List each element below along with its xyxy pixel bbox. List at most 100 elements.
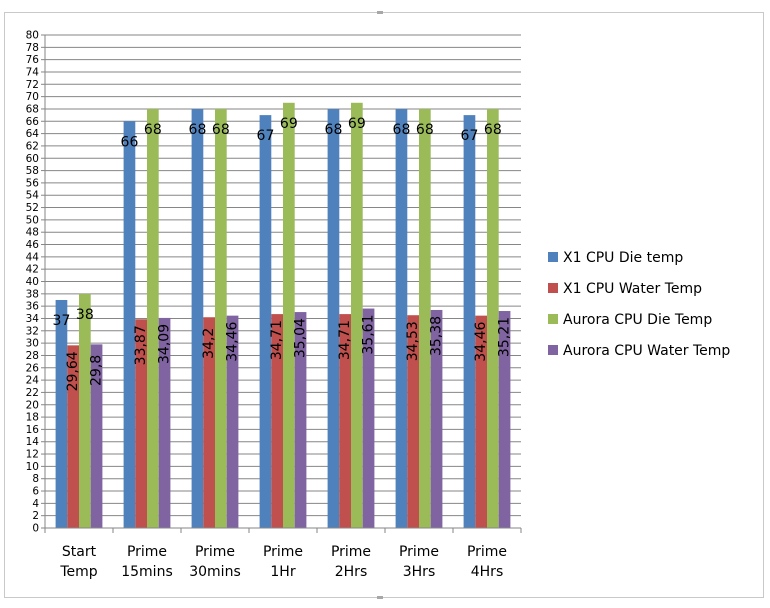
data-label: 68: [393, 122, 411, 138]
y-tick-label: 16: [26, 424, 40, 436]
data-label: 38: [76, 307, 94, 323]
bar: [351, 102, 363, 528]
data-label: 68: [416, 122, 434, 138]
bar: [203, 317, 215, 528]
y-tick-label: 8: [32, 473, 39, 485]
resize-handle-bottom[interactable]: [377, 596, 383, 599]
bar-chart: 0246810121416182022242628303234363840424…: [26, 30, 731, 581]
bar: [487, 108, 499, 528]
bar: [226, 315, 239, 528]
axes: [44, 35, 521, 529]
chart-frame: 0 2 4 6 8 10 12 14 16 18 20 22 24 26 28 30 32 34 36 38 40 42 4…: [4, 11, 764, 599]
data-label: 67: [257, 128, 275, 144]
y-tick-label: 50: [26, 214, 39, 226]
bar: [79, 293, 91, 528]
x-category-label: Prime 3Hrs: [399, 544, 439, 580]
bar: [147, 108, 159, 528]
legend-swatch: [548, 252, 558, 262]
legend-label: Aurora CPU Die Temp: [563, 312, 712, 328]
y-tick-label: 56: [26, 177, 40, 189]
y-tick-label: 36: [26, 301, 40, 313]
y-tick-label: 78: [26, 42, 39, 54]
y-tick-label: 30: [26, 338, 39, 350]
x-category-label-line: Prime: [127, 544, 167, 560]
legend-label: Aurora CPU Water Temp: [563, 343, 730, 359]
data-label: 68: [212, 122, 230, 138]
y-tick-label: 58: [26, 165, 39, 177]
x-category-label-line: Start: [62, 544, 97, 560]
bar: [67, 345, 79, 528]
data-label: 34,46: [225, 322, 241, 362]
x-category-label-line: 15mins: [121, 564, 173, 580]
y-tick-label: 28: [26, 350, 39, 362]
resize-handle-top[interactable]: [377, 11, 383, 14]
data-label: 33,87: [133, 325, 149, 365]
data-labels: 37 66 68 67 68 68 67 29,64 33,87 34,2 34,71 34,71 34…: [53, 116, 513, 392]
legend-swatch: [548, 345, 558, 355]
bar: [430, 309, 443, 528]
y-tick-label: 44: [26, 251, 40, 263]
y-tick-label: 12: [26, 449, 39, 461]
bar: [283, 102, 295, 528]
x-category-label-line: Prime: [195, 544, 235, 560]
bars: [55, 102, 511, 529]
data-label: 35,04: [293, 318, 309, 358]
y-tick-label: 76: [26, 54, 40, 66]
x-category-label-line: Temp: [59, 564, 97, 580]
y-tick-label: 54: [26, 190, 40, 202]
data-label: 34,71: [269, 320, 285, 360]
bar: [158, 317, 171, 528]
bar: [55, 299, 68, 528]
y-tick-label: 20: [26, 399, 39, 411]
legend-swatch: [548, 283, 558, 293]
bar: [271, 314, 283, 528]
data-label: 35,38: [429, 316, 445, 356]
y-tick-label: 10: [26, 461, 39, 473]
y-tick-label: 38: [26, 288, 39, 300]
bar: [463, 115, 476, 529]
x-category-label-line: 2Hrs: [335, 564, 367, 580]
legend: X1 CPU Die temp X1 CPU Water Temp Aurora C…: [548, 250, 730, 359]
data-label: 34,71: [337, 320, 353, 360]
bar: [259, 115, 272, 529]
bar: [395, 108, 408, 528]
data-label: 69: [280, 116, 298, 132]
y-tick-label: 72: [26, 79, 39, 91]
y-tick-label: 2: [32, 510, 39, 522]
y-tick-label: 40: [26, 276, 39, 288]
bar: [498, 311, 511, 528]
y-tick-label: 6: [32, 486, 39, 498]
y-tick-label: 24: [26, 375, 40, 387]
x-category-label-line: Prime: [331, 544, 371, 560]
x-category-label-line: 3Hrs: [403, 564, 435, 580]
y-tick-label: 70: [26, 91, 39, 103]
data-label: 34,46: [473, 322, 489, 362]
y-tick-label: 64: [26, 128, 40, 140]
bar: [191, 108, 204, 528]
y-tick-label: 34: [26, 313, 40, 325]
bar: [327, 108, 340, 528]
y-tick-label: 74: [26, 66, 40, 78]
y-tick-label: 46: [26, 239, 40, 251]
data-label: 69: [348, 116, 366, 132]
data-label: 68: [484, 122, 502, 138]
data-label: 29,8: [89, 355, 105, 386]
y-tick-label: 80: [26, 30, 39, 42]
bar: [419, 108, 431, 528]
y-tick-label: 62: [26, 140, 39, 152]
y-tick-label: 60: [26, 153, 39, 165]
bar: [407, 315, 419, 528]
y-axis-ticks: 0246810121416182022242628303234363840424…: [26, 30, 45, 535]
bar: [90, 344, 103, 528]
data-label: 37: [53, 313, 71, 329]
data-label: 34,53: [405, 321, 421, 361]
bar: [135, 319, 147, 528]
bar: [215, 108, 227, 528]
bar: [339, 314, 351, 528]
data-label: 68: [144, 122, 162, 138]
data-label: 66: [121, 134, 139, 150]
data-label: 67: [461, 128, 479, 144]
legend-swatch: [548, 314, 558, 324]
x-category-label: Start Temp: [59, 544, 97, 580]
